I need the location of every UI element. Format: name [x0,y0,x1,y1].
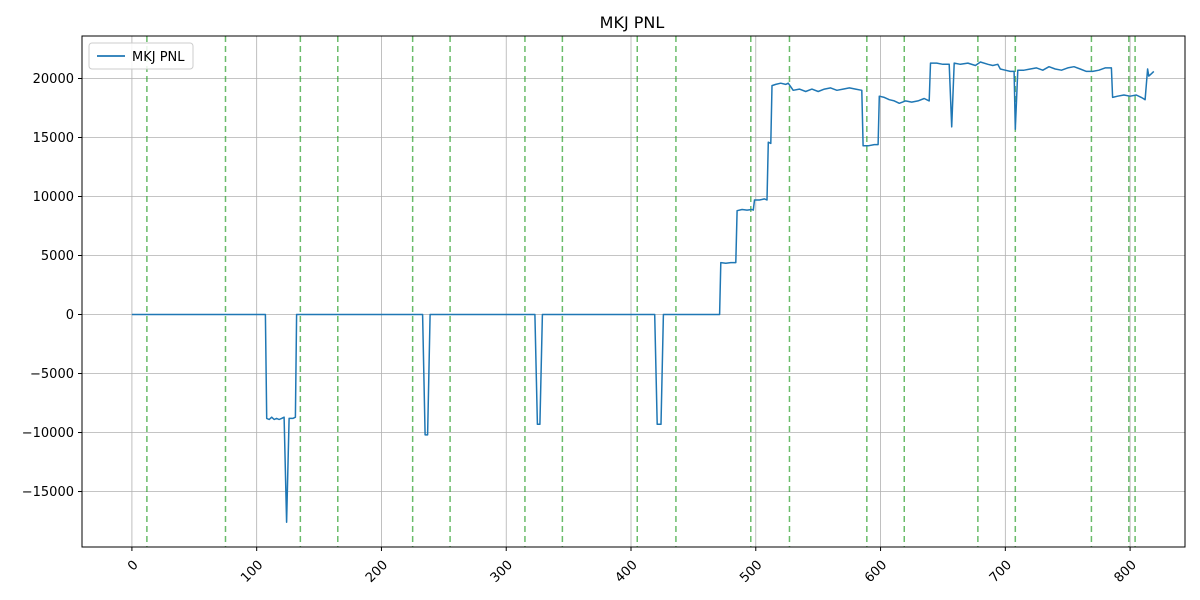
y-tick-label: −10000 [22,426,74,441]
y-tick-label: 20000 [33,72,74,87]
chart-title: MKJ PNL [600,13,665,32]
y-tick-label: 0 [66,308,74,323]
y-tick-label: −15000 [22,485,74,500]
plot-area: 0 100 200 300 400 500 600 700 800−15000−10000−50… [22,35,1186,586]
legend-label: MKJ PNL [132,50,185,65]
legend-box [88,42,194,70]
axes-frame [81,35,1186,548]
y-tick-label: −5000 [30,367,74,382]
series-line [131,61,1155,523]
y-tick-label: 10000 [33,190,74,205]
y-tick-label: 5000 [41,249,74,264]
y-tick-label: 15000 [33,131,74,146]
